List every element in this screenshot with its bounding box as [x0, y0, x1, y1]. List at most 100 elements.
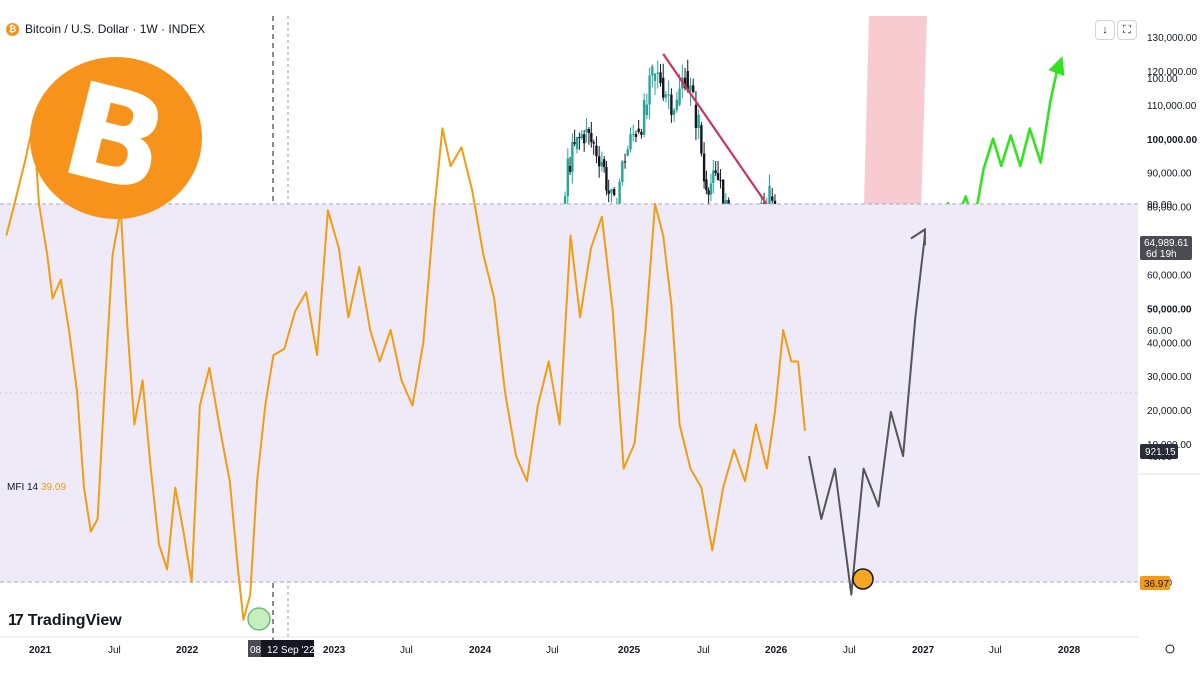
candle-body — [634, 134, 638, 137]
time-axis-tick-label: Jul — [697, 645, 710, 656]
time-axis-tick-label: Jul — [400, 645, 413, 656]
candle-body — [662, 77, 665, 98]
candle-body — [607, 190, 610, 194]
time-axis-tick-label: 2026 — [765, 645, 788, 656]
time-axis-tick-label: Jul — [989, 645, 1002, 656]
candle-body — [719, 180, 722, 182]
time-axis-tick-label: 2025 — [618, 645, 641, 656]
price-axis-tick-label: 30,000.00 — [1147, 372, 1192, 383]
mfi-axis-tick-label: 80.00 — [1147, 200, 1172, 211]
time-axis-tick-label: 2023 — [323, 645, 346, 656]
candle-body — [683, 77, 687, 89]
fullscreen-icon[interactable]: ⛶ — [1117, 20, 1137, 40]
candle-body — [670, 94, 673, 115]
candle-body — [640, 131, 643, 135]
crosshair-price-value: 921.15 — [1145, 447, 1176, 458]
candle-body — [651, 66, 654, 76]
candle-body — [678, 88, 681, 105]
candle-body — [686, 70, 689, 91]
candle-body — [689, 85, 692, 91]
candle-body — [667, 94, 670, 96]
price-axis-tick-label: 60,000.00 — [1147, 270, 1192, 281]
candle-body — [578, 137, 581, 139]
price-axis-tick-label: 40,000.00 — [1147, 338, 1192, 349]
price-axis-tick-label: 80,000.00 — [1147, 203, 1192, 214]
candle-body — [610, 189, 613, 194]
bitcoin-logo: B — [30, 52, 202, 224]
mfi-last-value: 36.97 — [1144, 579, 1169, 590]
time-axis-tick-label: Jul — [546, 645, 559, 656]
candle-body — [716, 173, 720, 181]
candle-body — [612, 189, 616, 196]
candle-body — [571, 142, 574, 172]
time-axis-tick-label: 2021 — [29, 645, 52, 656]
candle-body — [771, 196, 774, 201]
candle-body — [590, 132, 593, 143]
candle-body — [702, 153, 706, 182]
mfi-line — [5, 121, 806, 621]
candle-body — [600, 161, 604, 167]
candle-body — [705, 179, 708, 191]
candle-body — [724, 200, 728, 204]
candle-body — [709, 183, 713, 195]
candle-body — [656, 72, 659, 74]
candle-body — [659, 72, 662, 84]
price-axis-tick-label: 110,000.00 — [1147, 101, 1197, 112]
candle-body — [568, 165, 572, 172]
mfi-axis-tick-label: 40.00 — [1147, 452, 1172, 463]
candle-body — [707, 190, 710, 195]
time-axis-tick-label: 2027 — [912, 645, 935, 656]
bar-countdown: 6d 19h — [1146, 249, 1177, 260]
candle-body — [768, 185, 771, 207]
candle-body — [602, 159, 606, 168]
tradingview-wordmark: TradingView — [27, 612, 122, 629]
mfi-axis-tick-label: 60.00 — [1147, 326, 1172, 337]
crosshair-date-tag — [261, 640, 314, 657]
mfi-projection-arrowhead — [910, 227, 926, 246]
candle-body — [592, 142, 595, 144]
projection-arrowhead — [1048, 56, 1065, 77]
download-icon[interactable]: ↓ — [1095, 20, 1115, 40]
price-axis-tick-label: 20,000.00 — [1147, 406, 1192, 417]
candle-body — [675, 99, 679, 110]
candle-body — [623, 161, 627, 163]
last-price-value: 64,989.61 — [1144, 238, 1189, 249]
candle-body — [645, 104, 649, 116]
candle-body — [697, 114, 700, 129]
price-axis-tick-label: 120,000.00 — [1147, 67, 1197, 78]
time-axis-tick-label: 2022 — [176, 645, 199, 656]
candle-body — [582, 134, 586, 144]
price-axis-tick-label: 130,000.00 — [1147, 33, 1197, 44]
candle-body — [637, 128, 640, 132]
candle-body — [566, 158, 570, 197]
candle-body — [580, 134, 583, 139]
tradingview-watermark[interactable]: 17 TradingView — [8, 612, 122, 630]
crosshair-date-label: 12 Sep '22 — [267, 645, 315, 656]
candle-body — [605, 167, 608, 191]
candle-body — [642, 100, 646, 135]
settings-gear-icon — [1165, 644, 1175, 654]
candle-body — [721, 179, 725, 204]
price-axis-tick-label: 100,000.00 — [1147, 135, 1197, 146]
tradingview-logo-icon: 17 — [8, 612, 24, 629]
mfi-low-marker — [247, 607, 271, 631]
candle-body — [712, 170, 715, 183]
crosshair-price-tag — [1140, 444, 1178, 459]
mfi-last-value-tag — [1140, 576, 1170, 590]
candle-body — [585, 128, 588, 133]
candle-body — [672, 109, 676, 115]
symbol-title: Bitcoin / U.S. Dollar · 1W · INDEX — [25, 22, 206, 36]
candle-body — [629, 134, 632, 150]
mfi-axis-tick-label: 100.00 — [1147, 74, 1178, 85]
symbol-header: ₿ Bitcoin / U.S. Dollar · 1W · INDEX — [6, 22, 205, 36]
candle-body — [626, 149, 629, 156]
candle-body — [595, 145, 598, 157]
candle-body — [691, 85, 695, 93]
price-axis-tick-label: 90,000.00 — [1147, 169, 1192, 180]
candle-body — [618, 181, 621, 207]
mfi-current-marker — [852, 568, 874, 590]
candle-body — [587, 128, 591, 133]
time-axis-tick-label: Jul — [108, 645, 121, 656]
